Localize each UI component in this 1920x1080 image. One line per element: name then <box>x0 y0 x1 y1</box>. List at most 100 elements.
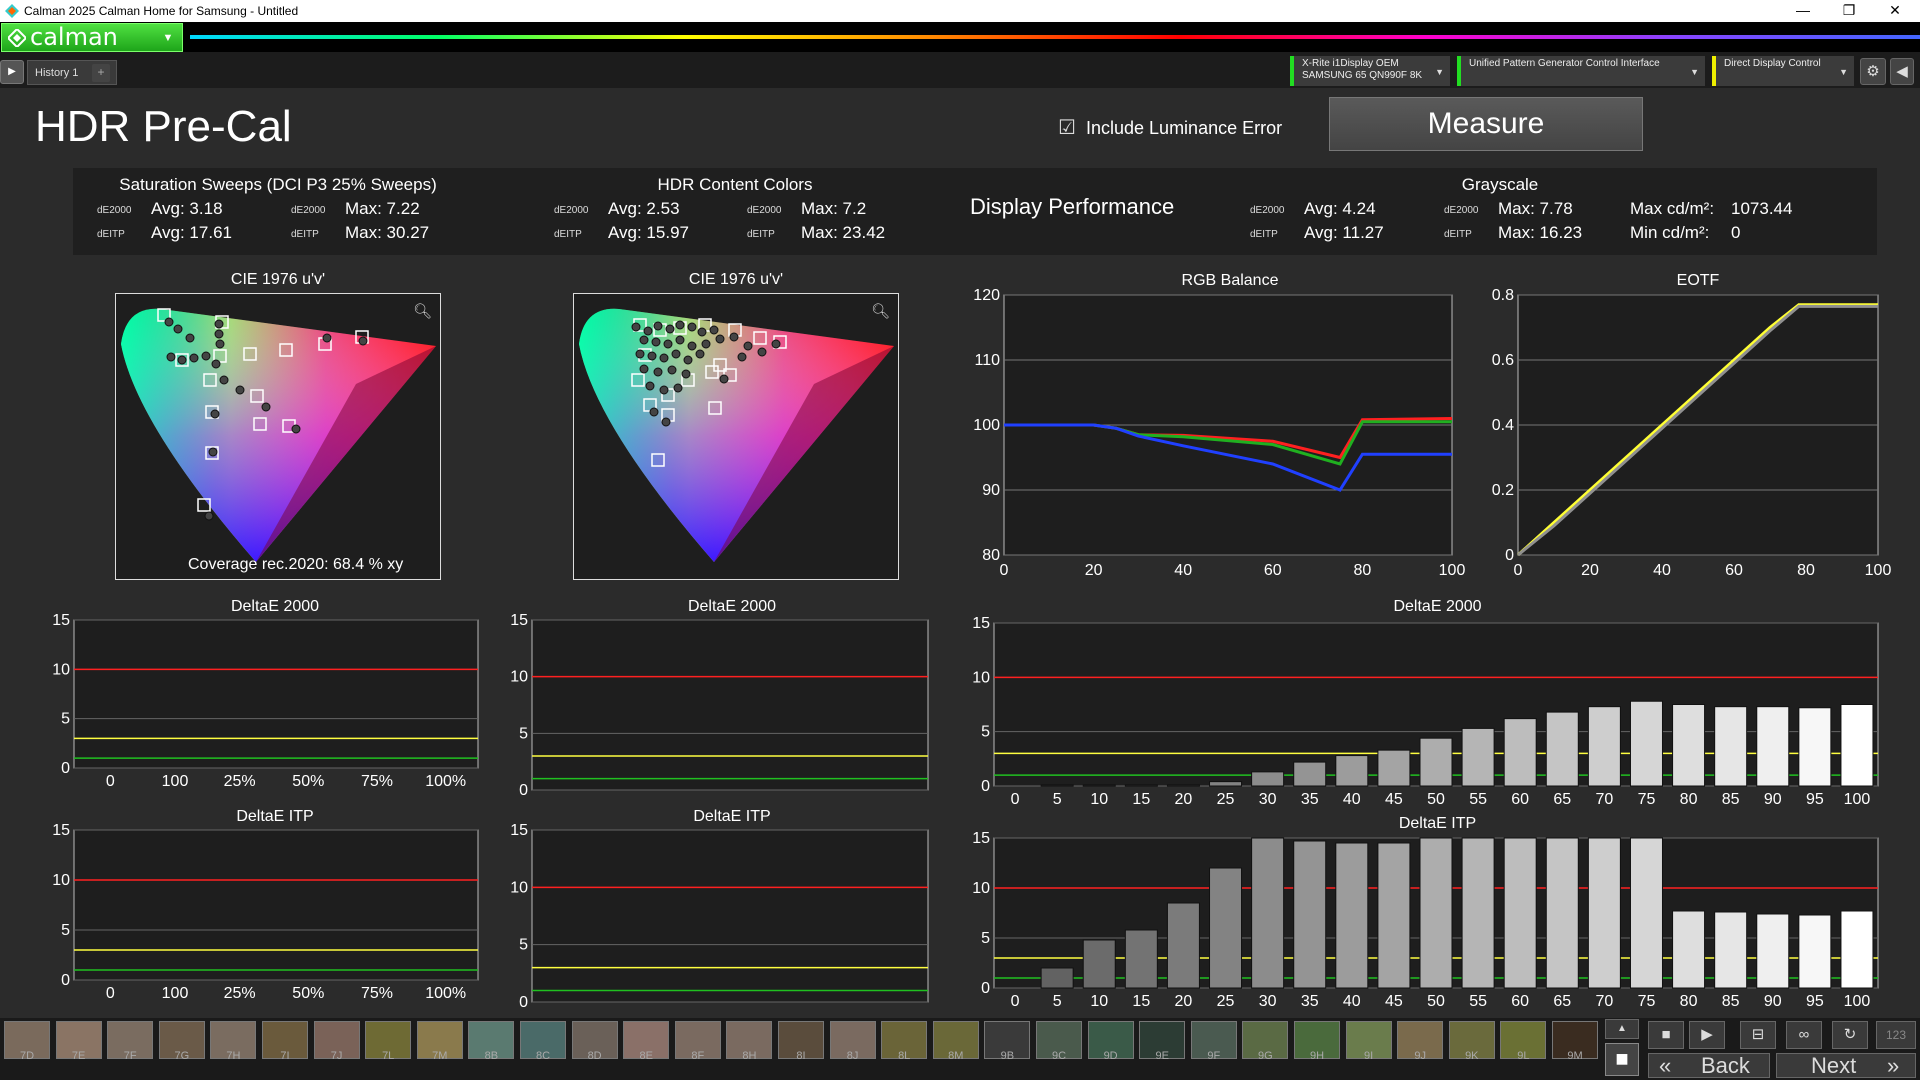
color-swatch[interactable] <box>107 1021 154 1059</box>
collapse-panel-button[interactable]: ◀ <box>1890 58 1914 85</box>
x-tick-label: 80 <box>1680 993 1698 1010</box>
rgb-balance-title: RGB Balance <box>1181 272 1279 289</box>
stat-label: dEITP <box>554 229 582 240</box>
color-swatch[interactable] <box>416 1021 463 1059</box>
color-swatch[interactable] <box>829 1021 876 1059</box>
stat-label: dE2000 <box>291 205 326 216</box>
color-swatch[interactable] <box>1500 1021 1547 1059</box>
color-swatch[interactable] <box>1139 1021 1186 1059</box>
swatch-label: 7I <box>280 1050 290 1062</box>
max-luminance-value: 1073.44 <box>1731 199 1793 218</box>
color-swatch[interactable] <box>1345 1021 1392 1059</box>
color-swatch[interactable] <box>571 1021 618 1059</box>
x-tick-label: 50 <box>1427 993 1445 1010</box>
color-swatch[interactable] <box>984 1021 1031 1059</box>
color-swatch[interactable] <box>1036 1021 1082 1059</box>
color-swatch[interactable] <box>1190 1021 1237 1059</box>
back-label: Back <box>1701 1053 1750 1078</box>
calman-menu-button[interactable]: calman ▼ <box>1 23 183 52</box>
bar <box>1040 784 1074 787</box>
numeric-button[interactable]: 123 <box>1876 1021 1916 1049</box>
color-swatch[interactable] <box>674 1021 721 1059</box>
zoom-search-icon[interactable]: 🔍︎ <box>870 303 890 320</box>
add-tab-button[interactable]: + <box>92 64 110 82</box>
color-swatch[interactable] <box>932 1021 979 1059</box>
color-swatch[interactable] <box>158 1021 205 1059</box>
include-luminance-checkbox[interactable]: ☑ Include Luminance Error <box>1058 118 1282 139</box>
color-swatch[interactable] <box>1087 1021 1134 1059</box>
x-tick-label: 65 <box>1553 791 1571 808</box>
x-tick-label: 0 <box>106 985 115 1002</box>
y-tick-label: 90 <box>982 482 1000 499</box>
y-tick-label: 5 <box>981 724 990 741</box>
swatch-label: 9E <box>1155 1050 1169 1062</box>
swatch-label: 9G <box>1258 1050 1273 1062</box>
x-tick-label: 10 <box>1090 791 1108 808</box>
back-button[interactable]: « Back <box>1648 1053 1770 1078</box>
color-swatch[interactable] <box>1552 1021 1598 1059</box>
scroll-up-button[interactable]: ▲ <box>1605 1019 1639 1039</box>
swatch-label: 7L <box>382 1050 395 1062</box>
color-swatch[interactable] <box>520 1021 566 1059</box>
color-swatch[interactable] <box>1397 1021 1444 1059</box>
stop-button[interactable]: ■ <box>1648 1021 1684 1049</box>
color-swatch[interactable] <box>1448 1021 1495 1059</box>
swatch-label: 7E <box>71 1050 86 1062</box>
settings-gear-button[interactable]: ⚙ <box>1860 58 1886 85</box>
measure-button[interactable]: Measure <box>1329 97 1643 151</box>
swatch-label: 7H <box>226 1050 241 1062</box>
x-tick-label: 40 <box>1653 562 1671 579</box>
color-swatch[interactable] <box>262 1021 308 1059</box>
y-tick-label: 15 <box>52 612 70 629</box>
grayscale-title: Grayscale <box>1461 175 1539 194</box>
bar <box>1040 967 1074 989</box>
refresh-button[interactable]: ↻ <box>1832 1021 1868 1049</box>
color-swatch[interactable] <box>210 1021 257 1059</box>
save-button[interactable]: ⊟ <box>1740 1021 1776 1049</box>
color-swatch[interactable] <box>468 1021 515 1059</box>
color-swatch[interactable] <box>778 1021 824 1059</box>
sat-deitp-title: DeltaE ITP <box>236 808 314 825</box>
color-swatch[interactable] <box>726 1021 773 1059</box>
sat-de2000-chart: 0 5 10 15 0 100 25% 50% 75% 100% <box>52 612 479 790</box>
color-swatch[interactable] <box>55 1021 102 1059</box>
bar <box>1251 771 1285 787</box>
maximize-button[interactable]: ❐ <box>1842 2 1856 18</box>
gray-deitp-chart: 0 5 10 15 0 5 10 15 20 25 30 35 40 45 50 55 60 65 70 75 80 85… <box>972 830 1879 1010</box>
y-tick-label: 5 <box>61 711 70 728</box>
display-control-selector[interactable]: Direct Display Control ▼ <box>1712 56 1854 86</box>
color-swatch[interactable] <box>623 1021 670 1059</box>
x-tick-label: 50 <box>1427 791 1445 808</box>
swatch-label: 7D <box>19 1050 35 1062</box>
app-icon <box>5 4 19 18</box>
color-swatch[interactable] <box>365 1021 412 1059</box>
bar <box>1419 737 1453 787</box>
swatch-label: 8L <box>898 1050 911 1062</box>
meter-selector[interactable]: X-Rite i1Display OEM SAMSUNG 65 QN990F 8… <box>1290 56 1450 86</box>
x-tick-label: 20 <box>1085 562 1103 579</box>
gear-icon: ⚙ <box>1866 63 1880 80</box>
pattern-generator-selector[interactable]: Unified Pattern Generator Control Interf… <box>1457 56 1705 86</box>
close-button[interactable]: ✕ <box>1889 2 1901 18</box>
color-swatch[interactable] <box>881 1021 928 1059</box>
cie2-svg <box>579 308 894 562</box>
zoom-search-icon[interactable]: 🔍︎ <box>412 303 432 320</box>
bar <box>1545 837 1579 989</box>
play-icon[interactable]: ▶ <box>0 60 24 84</box>
chevron-down-icon: ▼ <box>1839 67 1848 77</box>
x-tick-label: 80 <box>1797 562 1815 579</box>
play-button[interactable]: ▶ <box>1689 1021 1725 1049</box>
x-tick-label: 50% <box>292 773 324 790</box>
color-swatch[interactable] <box>313 1021 360 1059</box>
loop-button[interactable]: ∞ <box>1786 1021 1822 1049</box>
color-swatch[interactable] <box>1294 1021 1340 1059</box>
stop-large-button[interactable]: ■ <box>1605 1043 1639 1076</box>
x-tick-label: 90 <box>1764 791 1782 808</box>
next-button[interactable]: Next » <box>1776 1053 1916 1078</box>
color-swatch[interactable] <box>1242 1021 1289 1059</box>
bar <box>1082 784 1116 787</box>
minimize-button[interactable]: — <box>1796 2 1810 18</box>
swatch-label: 7G <box>174 1050 190 1062</box>
bar <box>1335 842 1369 989</box>
color-swatch[interactable] <box>4 1021 50 1059</box>
